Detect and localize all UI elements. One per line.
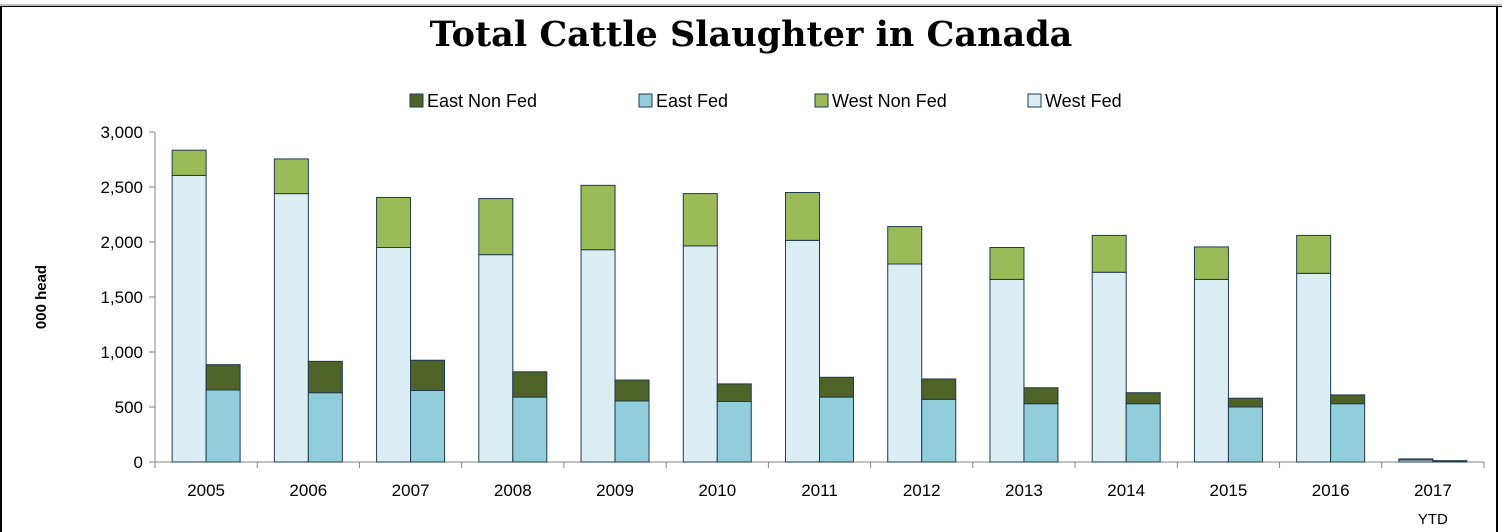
bar-east-non-fed (1125, 392, 1161, 405)
x-tick-label: 2011 (801, 481, 838, 500)
x-tick-label: 2010 (698, 481, 736, 500)
bar-east-non-fed (614, 379, 650, 402)
bar-east-fed (205, 389, 241, 463)
bar-east-non-fed (512, 371, 548, 398)
y-tick-label: 3,000 (100, 123, 143, 142)
bar-west-fed (376, 247, 412, 463)
bar-west-fed (785, 239, 820, 463)
x-tick-label: 2013 (1005, 481, 1043, 500)
bar-west-non-fed (376, 196, 412, 248)
bar-west-non-fed (273, 158, 309, 195)
bar-east-fed (512, 396, 548, 463)
legend-swatch-west-non-fed (814, 93, 829, 108)
x-tick-label: 2009 (596, 481, 634, 500)
bar-west-fed (1296, 272, 1332, 463)
bar-east-fed (1330, 403, 1366, 463)
bar-east-fed (716, 401, 752, 463)
legend-label-west-non-fed: West Non Fed (832, 91, 947, 111)
bar-east-fed (921, 398, 957, 463)
bar-west-non-fed (1398, 458, 1434, 461)
bar-west-fed (580, 249, 616, 463)
x-tick-label: 2016 (1312, 481, 1350, 500)
y-tick-label: 1,000 (100, 343, 143, 362)
bar-west-non-fed (478, 198, 514, 256)
legend-swatch-east-non-fed (409, 93, 424, 108)
bar-west-fed (682, 245, 718, 463)
bar-east-fed (307, 392, 343, 463)
bar-east-fed (1023, 403, 1059, 463)
y-tick-label: 2,500 (100, 178, 143, 197)
bar-east-non-fed (1330, 394, 1366, 405)
legend-label-east-fed: East Fed (656, 91, 728, 111)
bar-west-non-fed (1091, 234, 1127, 273)
legend-label-west-fed: West Fed (1045, 91, 1122, 111)
bar-east-non-fed (819, 376, 854, 398)
x-tick-label: 2014 (1107, 481, 1145, 500)
bar-east-non-fed (1023, 387, 1059, 405)
bar-west-fed (887, 263, 923, 463)
bar-west-fed (273, 193, 309, 463)
bar-west-fed (989, 278, 1025, 463)
bar-east-fed (819, 396, 854, 463)
right-border (1496, 6, 1498, 532)
legend-swatch-east-fed (638, 93, 653, 108)
x-tick-label: 2008 (494, 481, 532, 500)
bar-east-non-fed (921, 378, 957, 400)
bar-west-fed (478, 254, 514, 463)
bar-east-non-fed (410, 359, 446, 391)
bar-east-non-fed (716, 383, 752, 402)
bar-east-fed (1125, 403, 1161, 463)
x-tick-label: 2012 (903, 481, 941, 500)
y-tick-label: 500 (115, 398, 143, 417)
x-tick-label: 2005 (187, 481, 225, 500)
bar-west-non-fed (682, 193, 718, 247)
top-border (0, 0, 1502, 7)
top-border-shade (0, 4, 1502, 6)
bar-east-fed (1227, 406, 1263, 463)
x-tick-label: 2017 (1414, 481, 1452, 500)
bar-west-non-fed (887, 226, 923, 265)
legend-label-east-non-fed: East Non Fed (427, 91, 537, 111)
bar-west-non-fed (171, 149, 207, 176)
left-border (0, 6, 2, 532)
chart-title: Total Cattle Slaughter in Canada (429, 14, 1073, 55)
y-tick-label: 1,500 (100, 288, 143, 307)
x-tick-label: 2006 (289, 481, 327, 500)
bar-east-non-fed (205, 364, 241, 391)
bar-west-fed (1193, 278, 1229, 463)
bar-west-fed (171, 174, 207, 463)
bar-east-non-fed (307, 360, 343, 394)
y-tick-label: 0 (134, 453, 143, 472)
bar-west-non-fed (1193, 246, 1229, 280)
bar-west-fed (1091, 271, 1127, 463)
bar-west-non-fed (1296, 234, 1332, 274)
x-tick-label: 2015 (1210, 481, 1248, 500)
bar-east-fed (410, 390, 446, 463)
x-tick-label: 2007 (392, 481, 430, 500)
y-axis-label: 000 head (33, 265, 50, 329)
bar-west-non-fed (580, 184, 616, 251)
bar-east-fed (614, 400, 650, 463)
bar-west-non-fed (785, 192, 820, 241)
legend-swatch-west-fed (1027, 93, 1042, 108)
bar-west-non-fed (989, 247, 1025, 280)
y-tick-label: 2,000 (100, 233, 143, 252)
x-tick-sublabel: YTD (1418, 511, 1448, 528)
bar-east-non-fed (1227, 397, 1263, 408)
